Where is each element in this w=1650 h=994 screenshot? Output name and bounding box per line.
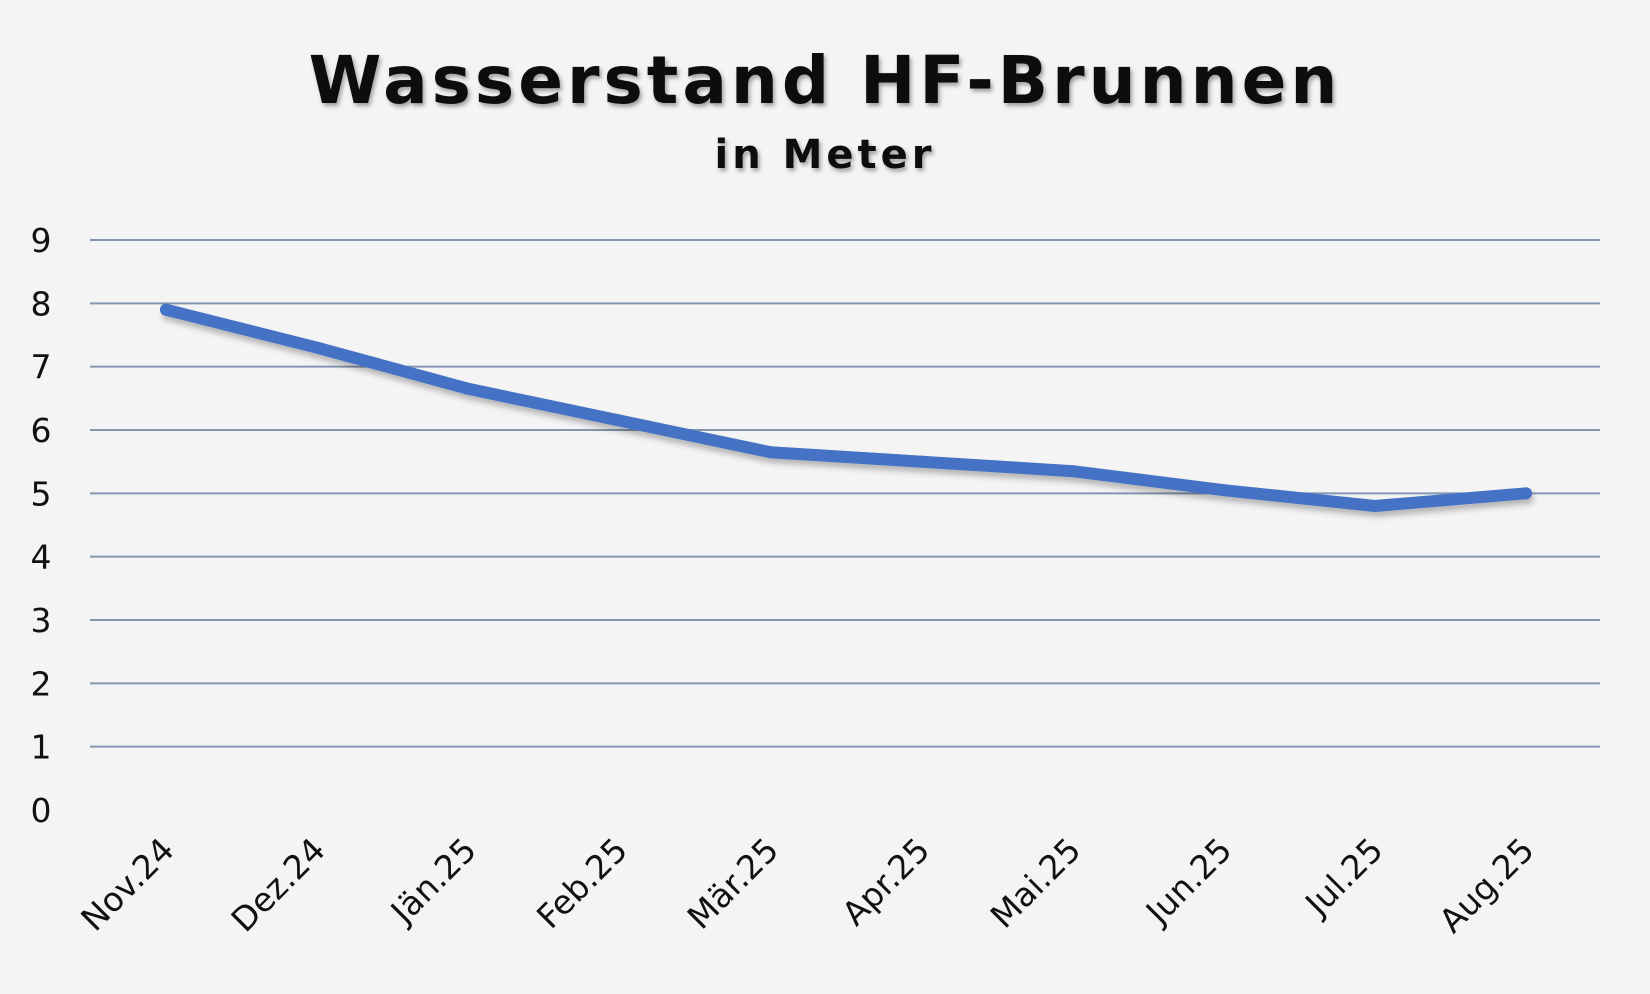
y-tick-label: 0	[31, 791, 52, 830]
x-tick-label: Jul.25	[1296, 830, 1390, 924]
y-tick-label: 4	[31, 538, 52, 577]
x-tick-label: Mär.25	[680, 830, 787, 937]
chart-title: Wasserstand HF-Brunnen	[309, 42, 1342, 119]
data-point	[462, 382, 475, 395]
series-line	[160, 303, 1532, 512]
y-tick-label: 7	[31, 348, 52, 387]
x-axis: Nov.24 Dez.24 Jän.25 Feb.25 Mär.25 Apr.25 Mai.…	[73, 830, 1541, 940]
series-layer	[160, 303, 1532, 512]
x-tick-label: Feb.25	[529, 830, 635, 936]
data-point	[160, 303, 172, 316]
y-tick-label: 8	[31, 284, 52, 323]
y-tick-label: 2	[31, 664, 52, 703]
data-point	[915, 455, 928, 468]
y-tick-label: 3	[31, 601, 52, 640]
x-tick-label: Jun.25	[1137, 830, 1240, 933]
data-point	[1217, 484, 1230, 497]
data-point	[1520, 487, 1532, 500]
data-point	[764, 446, 777, 459]
y-tick-label: 5	[31, 474, 52, 513]
x-tick-label: Mai.25	[983, 830, 1089, 936]
x-tick-label: Jän.25	[382, 830, 484, 932]
data-point	[311, 341, 324, 354]
x-tick-label: Apr.25	[834, 830, 937, 933]
gridlines	[90, 239, 1600, 748]
x-tick-label: Aug.25	[1431, 830, 1541, 940]
y-tick-label: 1	[31, 728, 52, 767]
data-point	[1066, 465, 1079, 478]
data-point	[1368, 500, 1381, 512]
y-tick-label: 9	[31, 221, 52, 260]
x-tick-label: Dez.24	[223, 830, 332, 939]
data-point	[613, 414, 626, 427]
chart-subtitle: in Meter	[714, 132, 935, 178]
y-tick-label: 6	[31, 411, 52, 450]
y-axis: 0 1 2 3 4 5 6 7 8 9	[31, 221, 52, 830]
x-tick-label: Nov.24	[73, 830, 181, 938]
